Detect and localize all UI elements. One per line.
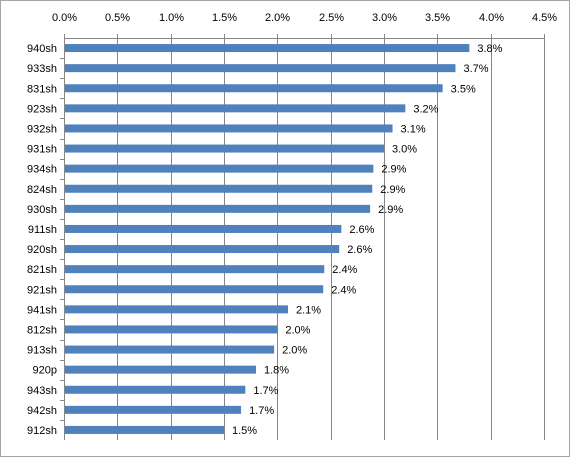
labels: 0.0% 0.5% 1.0% 1.5% 2.0% 2.5% 3.0% 3.5% 4.0% 4.5%…	[27, 12, 557, 437]
x-tick-label: 0.5%	[105, 12, 130, 24]
category-label: 824sh	[27, 184, 57, 196]
category-label: 920sh	[27, 244, 57, 256]
data-label: 2.9%	[381, 164, 406, 176]
x-tick-label: 1.0%	[159, 12, 184, 24]
category-label: 920p	[33, 365, 57, 377]
bar-923sh	[65, 104, 406, 113]
data-label: 1.8%	[264, 365, 289, 377]
data-label: 1.7%	[253, 385, 278, 397]
bar-812sh	[65, 325, 278, 334]
category-label: 941sh	[27, 304, 57, 316]
x-tick-label: 3.0%	[372, 12, 397, 24]
category-label: 940sh	[27, 43, 57, 55]
x-tick-label: 0.0%	[52, 12, 77, 24]
category-label: 911sh	[28, 224, 57, 236]
data-label: 2.9%	[378, 204, 403, 216]
data-label: 2.6%	[349, 224, 374, 236]
bar-821sh	[65, 265, 325, 274]
data-label: 2.1%	[296, 304, 321, 316]
bar-921sh	[65, 285, 324, 294]
bars	[65, 44, 470, 434]
bar-943sh	[65, 385, 246, 394]
category-label: 921sh	[27, 284, 57, 296]
category-label: 812sh	[27, 324, 57, 336]
data-label: 1.5%	[232, 425, 257, 437]
bar-932sh	[65, 124, 393, 133]
category-label: 942sh	[27, 405, 57, 417]
data-label: 3.7%	[463, 63, 488, 75]
bar-913sh	[65, 345, 275, 354]
category-label: 821sh	[27, 264, 57, 276]
data-label: 2.6%	[347, 244, 372, 256]
category-label: 932sh	[27, 123, 57, 135]
x-tick-label: 2.5%	[319, 12, 344, 24]
x-tick-label: 3.5%	[425, 12, 450, 24]
data-label: 2.0%	[282, 345, 307, 357]
data-label: 3.0%	[392, 144, 417, 156]
data-label: 3.1%	[401, 123, 426, 135]
bar-933sh	[65, 64, 456, 73]
bar-824sh	[65, 184, 373, 193]
category-label: 913sh	[27, 345, 57, 357]
category-label: 912sh	[27, 425, 57, 437]
data-label: 2.4%	[332, 264, 357, 276]
x-tick-label: 2.0%	[265, 12, 290, 24]
x-tick-label: 4.0%	[479, 12, 504, 24]
category-label: 943sh	[27, 385, 57, 397]
bar-920sh	[65, 245, 340, 254]
data-label: 3.2%	[413, 103, 438, 115]
data-label: 2.4%	[331, 284, 356, 296]
gridlines	[64, 38, 545, 440]
bar-942sh	[65, 405, 242, 414]
category-label: 934sh	[27, 164, 57, 176]
category-label: 931sh	[27, 144, 57, 156]
x-tick-label: 4.5%	[532, 12, 557, 24]
axes	[60, 34, 545, 440]
data-label: 3.5%	[451, 83, 476, 95]
category-label: 923sh	[27, 103, 57, 115]
bar-931sh	[65, 144, 384, 153]
category-label: 930sh	[27, 204, 57, 216]
bar-934sh	[65, 164, 374, 173]
x-tick-label: 1.5%	[212, 12, 237, 24]
data-label: 3.8%	[477, 43, 502, 55]
bar-831sh	[65, 84, 443, 93]
category-label: 831sh	[27, 83, 57, 95]
bar-920p	[65, 365, 256, 374]
data-label: 2.0%	[285, 324, 310, 336]
bar-940sh	[65, 44, 470, 53]
bar-912sh	[65, 425, 224, 434]
bar-930sh	[65, 204, 371, 213]
bar-941sh	[65, 305, 288, 314]
bar-911sh	[65, 224, 342, 233]
data-label: 1.7%	[249, 405, 274, 417]
data-label: 2.9%	[380, 184, 405, 196]
category-label: 933sh	[27, 63, 57, 75]
